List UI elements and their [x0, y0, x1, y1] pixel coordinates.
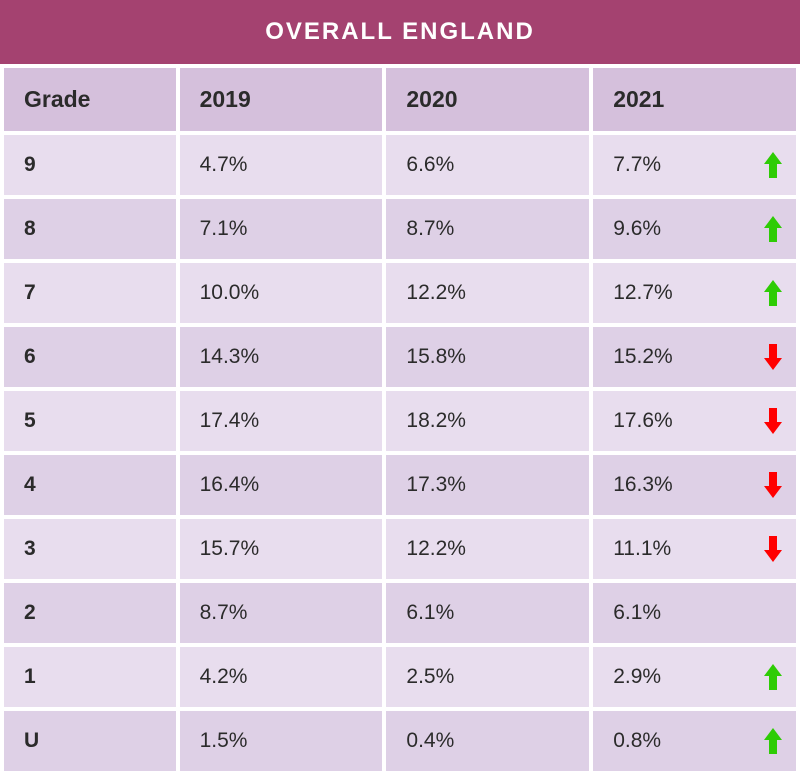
arrow-up-icon: [764, 152, 782, 178]
arrow-up-icon: [764, 664, 782, 690]
value-cell: 12.2%: [386, 519, 589, 579]
value-text: 2.9%: [613, 665, 661, 688]
grade-cell: 8: [4, 199, 176, 259]
grade-cell: 9: [4, 135, 176, 195]
value-cell: 8.7%: [386, 199, 589, 259]
value-text: 0.8%: [613, 729, 661, 752]
value-text: 9.6%: [613, 217, 661, 240]
value-cell-with-trend: 16.3%: [593, 455, 796, 515]
table-row: 614.3%15.8% 15.2%: [4, 327, 796, 387]
grade-cell: 7: [4, 263, 176, 323]
value-text: 11.1%: [613, 537, 671, 560]
value-cell: 8.7%: [180, 583, 383, 643]
value-text: 12.7%: [613, 281, 673, 304]
table-row: 416.4%17.3% 16.3%: [4, 455, 796, 515]
value-cell-with-trend: 15.2%: [593, 327, 796, 387]
value-cell: 6.1%: [386, 583, 589, 643]
value-cell-with-trend: 0.8%: [593, 711, 796, 771]
value-cell: 15.7%: [180, 519, 383, 579]
value-cell: 17.3%: [386, 455, 589, 515]
value-cell: 4.2%: [180, 647, 383, 707]
grade-cell: 2: [4, 583, 176, 643]
value-cell: 12.2%: [386, 263, 589, 323]
table-row: 94.7%6.6% 7.7%: [4, 135, 796, 195]
table-row: 14.2%2.5% 2.9%: [4, 647, 796, 707]
value-cell: 18.2%: [386, 391, 589, 451]
value-cell-with-trend: 2.9%: [593, 647, 796, 707]
table-row: 315.7%12.2% 11.1%: [4, 519, 796, 579]
grade-cell: 1: [4, 647, 176, 707]
value-cell: 6.6%: [386, 135, 589, 195]
column-header: 2020: [386, 68, 589, 131]
table-row: 517.4%18.2% 17.6%: [4, 391, 796, 451]
table-row: 87.1%8.7% 9.6%: [4, 199, 796, 259]
value-text: 15.2%: [613, 345, 673, 368]
arrow-up-icon: [764, 280, 782, 306]
arrow-down-icon: [764, 344, 782, 370]
grade-cell: 6: [4, 327, 176, 387]
value-text: 6.1%: [613, 601, 661, 624]
column-header: 2021: [593, 68, 796, 131]
table-row: 710.0%12.2% 12.7%: [4, 263, 796, 323]
value-cell: 14.3%: [180, 327, 383, 387]
column-header: 2019: [180, 68, 383, 131]
arrow-down-icon: [764, 472, 782, 498]
value-cell-with-trend: 9.6%: [593, 199, 796, 259]
value-cell: 17.4%: [180, 391, 383, 451]
grades-table: Grade201920202021 94.7%6.6%7.7%87.1%8.7%…: [0, 64, 800, 775]
value-cell: 7.1%: [180, 199, 383, 259]
table-row: U1.5%0.4% 0.8%: [4, 711, 796, 771]
value-cell: 2.5%: [386, 647, 589, 707]
value-cell-with-trend: 12.7%: [593, 263, 796, 323]
value-cell-with-trend: 11.1%: [593, 519, 796, 579]
grade-cell: U: [4, 711, 176, 771]
value-cell-with-trend: 17.6%: [593, 391, 796, 451]
value-cell-with-trend: 7.7%: [593, 135, 796, 195]
value-text: 17.6%: [613, 409, 673, 432]
value-cell: 15.8%: [386, 327, 589, 387]
column-header: Grade: [4, 68, 176, 131]
value-cell: 1.5%: [180, 711, 383, 771]
arrow-down-icon: [764, 536, 782, 562]
table-header-row: Grade201920202021: [4, 68, 796, 131]
table-row: 28.7%6.1%6.1%: [4, 583, 796, 643]
arrow-down-icon: [764, 408, 782, 434]
grade-cell: 4: [4, 455, 176, 515]
table-container: OVERALL ENGLAND Grade201920202021 94.7%6…: [0, 0, 800, 775]
table-title: OVERALL ENGLAND: [0, 0, 800, 64]
arrow-up-icon: [764, 216, 782, 242]
value-cell: 0.4%: [386, 711, 589, 771]
arrow-up-icon: [764, 728, 782, 754]
value-cell: 4.7%: [180, 135, 383, 195]
value-cell: 10.0%: [180, 263, 383, 323]
value-cell: 16.4%: [180, 455, 383, 515]
value-text: 7.7%: [613, 153, 661, 176]
value-text: 16.3%: [613, 473, 673, 496]
grade-cell: 5: [4, 391, 176, 451]
value-cell-with-trend: 6.1%: [593, 583, 796, 643]
grade-cell: 3: [4, 519, 176, 579]
